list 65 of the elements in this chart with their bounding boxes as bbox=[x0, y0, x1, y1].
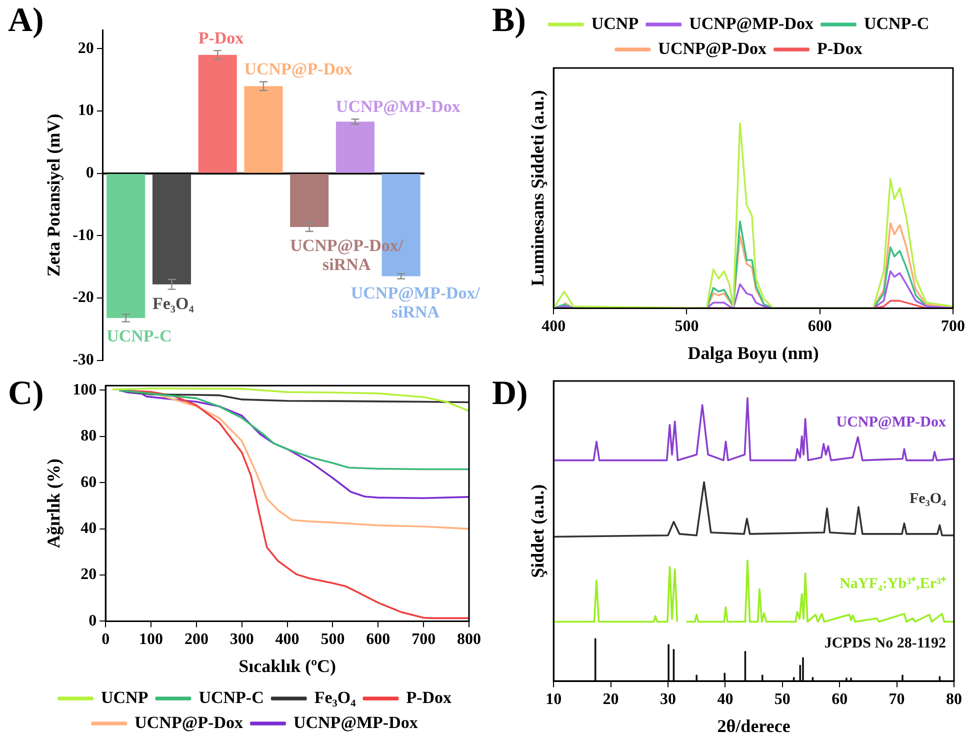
x-axis-title: 2θ/derece bbox=[717, 716, 790, 736]
chart-title: A) bbox=[8, 2, 44, 40]
y-tick-label: 20 bbox=[78, 40, 94, 57]
x-tick-label: 600 bbox=[366, 630, 390, 648]
series-label: UCNP@MP-Dox bbox=[836, 414, 946, 431]
y-tick-label: 100 bbox=[72, 381, 97, 398]
legend-label: UCNP bbox=[591, 14, 639, 33]
x-tick-label: 40 bbox=[717, 690, 734, 708]
x-tick-label: 70 bbox=[888, 690, 905, 708]
chart-title: B) bbox=[492, 2, 526, 40]
y-axis-title: Luminesans Şiddeti (a.u.) bbox=[527, 90, 548, 286]
chart-title: D) bbox=[492, 375, 528, 413]
x-tick-label: 500 bbox=[674, 318, 699, 335]
legend-label: UCNP-C bbox=[198, 688, 264, 707]
x-axis-title: Sıcaklık (ºC) bbox=[238, 656, 336, 676]
x-tick-label: 300 bbox=[230, 630, 254, 648]
legend-label: UCNP@P-Dox bbox=[134, 712, 244, 732]
legend-label: P-Dox bbox=[817, 38, 863, 58]
x-tick-label: 0 bbox=[102, 630, 110, 648]
y-tick-label: 60 bbox=[80, 474, 97, 491]
x-tick-label: 60 bbox=[832, 690, 848, 708]
x-tick-label: 30 bbox=[660, 690, 676, 708]
legend-label: Fe₃O₄ bbox=[314, 688, 356, 707]
y-tick-label: 10 bbox=[78, 102, 94, 120]
legend-label: UCNP@MP-Dox bbox=[689, 14, 814, 33]
y-tick-label: -10 bbox=[72, 226, 94, 244]
x-tick-label: 700 bbox=[941, 318, 965, 335]
x-tick-label: 200 bbox=[184, 630, 208, 648]
x-tick-label: 80 bbox=[946, 690, 962, 708]
x-tick-label: 400 bbox=[542, 318, 566, 335]
category-label: UCNP@MP-Dox/siRNA bbox=[350, 284, 480, 322]
category-label: UCNP@P-Dox bbox=[244, 60, 353, 79]
y-axis-title: Şiddet (a.u.) bbox=[527, 484, 548, 578]
category-label: UCNP@MP-Dox bbox=[336, 97, 460, 116]
x-tick-label: 400 bbox=[275, 630, 300, 648]
series-label: JCPDS No 28-1192 bbox=[824, 636, 946, 652]
legend-label: UCNP-C bbox=[864, 14, 930, 33]
chart-title: C) bbox=[8, 375, 44, 413]
legend-label: UCNP@MP-Dox bbox=[293, 712, 418, 732]
series-label: Fe₃O₄ bbox=[910, 491, 946, 508]
y-tick-label: 0 bbox=[88, 612, 97, 630]
category-label: Fe₃O₄ bbox=[152, 294, 194, 314]
x-tick-label: 700 bbox=[412, 630, 436, 648]
y-tick-label: -20 bbox=[72, 289, 94, 306]
x-axis-title: Dalga Boyu (nm) bbox=[688, 342, 819, 363]
category-label: UCNP-C bbox=[106, 326, 172, 346]
x-tick-label: 600 bbox=[808, 318, 832, 335]
x-tick-label: 50 bbox=[774, 690, 790, 708]
y-tick-label: 40 bbox=[80, 520, 97, 537]
y-tick-label: -30 bbox=[72, 352, 94, 369]
series-label: NaYF₄:Yb³⁺,Er³⁺ bbox=[840, 576, 946, 592]
legend-label: P-Dox bbox=[406, 688, 452, 707]
legend-label: UCNP@P-Dox bbox=[658, 38, 768, 58]
y-axis-title: Ağırlık (%) bbox=[43, 458, 64, 548]
y-tick-label: 0 bbox=[86, 164, 94, 182]
category-label: P-Dox bbox=[198, 28, 244, 48]
x-tick-label: 10 bbox=[546, 690, 562, 708]
x-tick-label: 100 bbox=[139, 630, 164, 648]
x-tick-label: 500 bbox=[320, 630, 345, 648]
y-tick-label: 20 bbox=[80, 566, 97, 584]
y-tick-label: 80 bbox=[80, 428, 97, 445]
x-tick-label: 20 bbox=[602, 690, 619, 708]
legend-label: UCNP bbox=[100, 688, 148, 707]
y-axis-title: Zeta Potansiyel (mV) bbox=[43, 114, 64, 277]
x-tick-label: 800 bbox=[457, 630, 481, 648]
